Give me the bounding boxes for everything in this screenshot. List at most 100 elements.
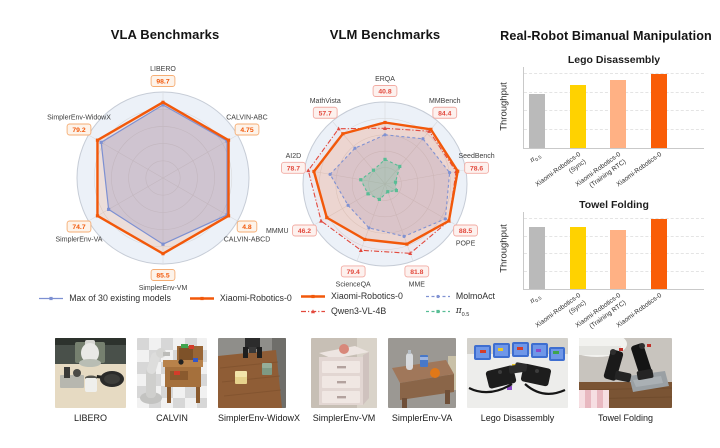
- environment-thumbnails: LIBERO: [55, 338, 673, 423]
- radar-fill-π0.5: [360, 159, 400, 200]
- axis-label: SimplerEnv-VA: [56, 237, 103, 244]
- value-label: 79.4: [347, 269, 360, 276]
- series-marker: [359, 178, 363, 182]
- axis-label: SimplerEnv-VM: [139, 285, 188, 292]
- series-marker: [408, 251, 413, 256]
- series-marker: [456, 169, 460, 173]
- thumbnail-caption: Lego Disassembly: [480, 413, 555, 423]
- series-marker: [353, 146, 357, 150]
- radar-line-Xiaomi-Robotics-0: [312, 121, 459, 246]
- series-marker: [49, 296, 53, 300]
- thumbnail-lego-disassembly: Lego Disassembly: [467, 338, 569, 423]
- series-marker: [306, 168, 311, 173]
- series-marker: [427, 129, 432, 133]
- axis-label: MMBench: [429, 98, 461, 105]
- radar-markers-MolmoAct: [328, 133, 452, 238]
- gridline: [524, 218, 704, 219]
- series-marker: [311, 309, 315, 314]
- axis-label: AI2D: [286, 153, 302, 160]
- series-marker: [336, 126, 341, 131]
- value-box: [464, 161, 489, 174]
- radar-fill-Max of 30 existing models: [101, 104, 228, 245]
- bar-π0.5: [529, 227, 545, 289]
- series-marker: [421, 137, 425, 141]
- legend-swatch: [301, 309, 325, 314]
- lego-bar-chart: π0.5 Xiaomi-Robotics-0 (Sync) Xiaomi-Roboti…: [523, 67, 704, 189]
- libero-photo: [55, 338, 126, 408]
- towel-folding-photo: [579, 338, 673, 408]
- value-box: [281, 161, 306, 174]
- series-marker: [386, 190, 390, 194]
- axis-label: CALVIN-ABCD: [224, 237, 271, 244]
- towel-bar-chart: π0.5 Xiaomi-Robotics-0 (Sync) Xiaomi-Roboti…: [523, 212, 704, 330]
- series-marker: [311, 294, 315, 298]
- radar-line-π0.5: [360, 158, 401, 201]
- bar-Xiaomi-Robotics-0 (Training RTC): [610, 79, 626, 148]
- legend-item-Qwen3-VL-4B: Qwen3-VL-4B: [300, 306, 403, 316]
- series-marker: [346, 203, 350, 207]
- vlm-radar-chart: 40.8 ERQA 84.4 MMBench 78.6 SeedBench 88.5 POPE…: [266, 76, 495, 288]
- value-box: [453, 224, 478, 237]
- series-marker: [200, 296, 204, 300]
- legend-label: Xiaomi-Robotics-0: [331, 291, 403, 301]
- series-marker: [429, 127, 433, 131]
- calvin-photo: [137, 338, 207, 408]
- bar-Xiaomi-Robotics-0 (Sync): [569, 85, 586, 148]
- simplerenv-widowx-photo: [218, 338, 286, 408]
- axis-label: CALVIN-ABC: [226, 115, 268, 122]
- value-label: 74.7: [72, 224, 85, 231]
- axis-label: ERQA: [375, 76, 395, 83]
- gridline: [524, 73, 704, 74]
- series-marker: [161, 252, 165, 256]
- series-marker: [394, 188, 398, 193]
- series-marker: [402, 234, 406, 238]
- series-marker: [226, 214, 231, 218]
- series-marker: [448, 171, 452, 175]
- series-marker: [371, 168, 376, 172]
- radar-markers-Xiaomi-Robotics-0: [312, 120, 460, 246]
- legend-label: Qwen3-VL-4B: [331, 306, 387, 317]
- radar-fill-MolmoAct: [330, 134, 450, 237]
- axis-label: ScienceQA: [336, 281, 371, 288]
- thumbnail-simplerenv-vm: SimplerEnv-VM: [311, 338, 378, 423]
- series-marker: [436, 294, 440, 298]
- thumbnail-caption: SimplerEnv-WidowX: [218, 413, 301, 423]
- legend-swatch: [425, 309, 450, 313]
- legend-item-Xiaomi-Robotics-0: Xiaomi-Robotics-0: [189, 293, 292, 303]
- value-label: 4.75: [240, 127, 253, 134]
- value-box: [150, 269, 176, 281]
- value-label: 79.2: [72, 127, 85, 134]
- value-label: 78.6: [470, 165, 483, 172]
- vla-benchmarks-title: VLA Benchmarks: [110, 27, 220, 42]
- series-marker: [161, 242, 165, 246]
- lego-disassembly-photo: [467, 338, 569, 408]
- bar-Xiaomi-Robotics-0 (Training RTC): [610, 229, 626, 289]
- series-marker: [366, 192, 370, 196]
- legend-item-Max of 30 existing models: Max of 30 existing models: [38, 293, 171, 303]
- series-marker: [367, 226, 371, 230]
- axis-label: MMMU: [266, 228, 289, 235]
- towel-folding-title: Towel Folding: [579, 199, 649, 211]
- thumbnail-calvin: CALVIN: [137, 338, 207, 423]
- value-label: 4.8: [242, 224, 252, 231]
- series-marker: [161, 103, 165, 107]
- series-marker: [383, 133, 387, 137]
- thumbnail-libero: LIBERO: [55, 338, 126, 423]
- vlm-benchmarks-title: VLM Benchmarks: [329, 27, 441, 42]
- radar-markers-Xiaomi-Robotics-0: [95, 100, 231, 256]
- legend-swatch: [425, 294, 450, 298]
- value-label: 46.2: [298, 228, 311, 235]
- legend-item-MolmoAct: MolmoAct: [425, 291, 495, 301]
- axis-label: MME: [409, 281, 426, 288]
- series-marker: [95, 138, 100, 142]
- value-label: 84.4: [438, 110, 451, 117]
- bar-Xiaomi-Robotics-0: [650, 74, 667, 148]
- legend-item-π0.5: π0.5: [425, 305, 495, 318]
- series-marker: [161, 100, 165, 104]
- vla-radar-chart: 98.7 LIBERO 4.75 CALVIN-ABC 4.8 CALVIN-ABCD 85…: [47, 66, 271, 292]
- legend-label: Max of 30 existing models: [69, 293, 171, 303]
- lego-disassembly-title: Lego Disassembly: [567, 54, 661, 66]
- value-box: [234, 123, 260, 136]
- bar-Xiaomi-Robotics-0 (Sync): [569, 227, 586, 289]
